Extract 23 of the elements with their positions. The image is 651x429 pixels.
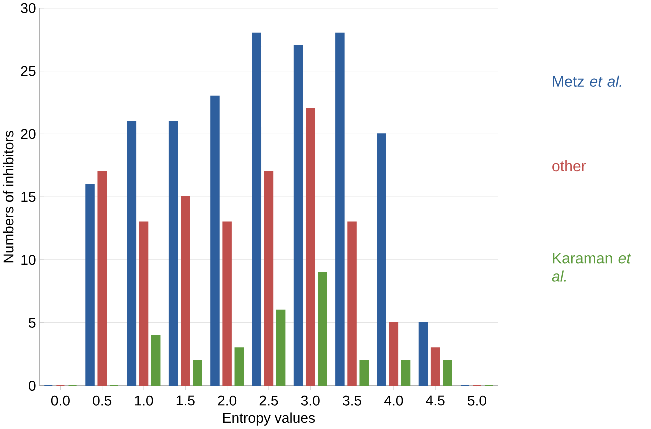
y-tick-label: 5 [29, 318, 36, 328]
y-tick-label: 30 [21, 3, 36, 14]
x-tick-label: 4.0 [384, 396, 404, 406]
x-tick-label: 4.5 [426, 396, 445, 406]
x-axis-title: Entropy values [223, 412, 316, 426]
text: Karaman et al. [552, 253, 632, 282]
x-tick-label: 5.0 [468, 396, 486, 406]
y-tick-label: 20 [21, 129, 36, 140]
x-tick-label: 1.5 [176, 396, 195, 406]
y-tick-label: 15 [22, 192, 36, 202]
x-tick-label: 2.5 [260, 396, 278, 406]
y-tick-label: 10 [22, 254, 36, 265]
y-axis-title: Numbers of inhibitors [3, 130, 14, 262]
text: other [552, 160, 586, 172]
text: Metz et al. [553, 76, 622, 87]
x-tick-label: 0.0 [51, 396, 70, 406]
y-tick-label: 25 [21, 66, 36, 76]
x-tick-label: 3.0 [301, 396, 320, 406]
x-tick-label: 0.5 [93, 396, 112, 406]
x-tick-label: 3.5 [343, 396, 362, 406]
x-tick-label: 1.0 [135, 396, 154, 406]
x-tick-label: 2.0 [218, 396, 237, 406]
y-tick-label: 0 [29, 380, 36, 391]
